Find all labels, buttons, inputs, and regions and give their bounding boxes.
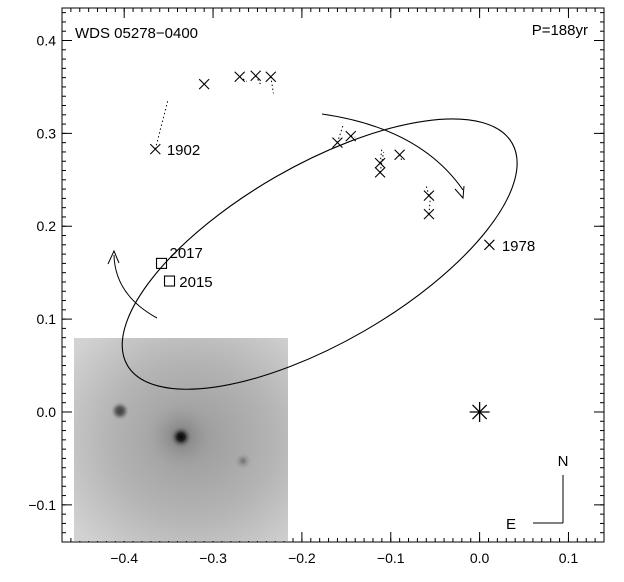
y-tick-label: 0.2 [37, 218, 57, 234]
observation-marker [394, 149, 406, 161]
motion-arrow-upper [321, 113, 464, 191]
plot-frame [61, 7, 605, 543]
y-tick-label: −0.1 [28, 497, 56, 513]
residual-line [154, 100, 169, 150]
observation-marker [265, 71, 277, 83]
residual-line [336, 125, 344, 143]
residual-lines [154, 75, 490, 248]
compass-east-label: E [506, 516, 516, 533]
compass-north-label: N [558, 453, 569, 470]
residual-line [379, 151, 385, 173]
y-tick-labels: −0.1 0.0 0.1 0.2 0.3 0.4 [28, 33, 56, 513]
year-label: 2017 [170, 245, 203, 262]
observation-marker [250, 70, 262, 82]
inset-star-main [170, 426, 192, 448]
y-tick-label: 0.3 [37, 125, 57, 141]
primary-star-asterisk [469, 401, 490, 422]
period-label: P=188yr [532, 22, 588, 39]
primary-star-marker [469, 401, 490, 422]
year-label: 2015 [179, 274, 212, 291]
observation-markers [149, 70, 495, 251]
x-tick-label: −0.3 [199, 550, 227, 566]
motion-arrows [107, 113, 465, 319]
residual-line [270, 76, 274, 94]
observation-marker [374, 157, 386, 169]
axis-ticks [61, 8, 605, 543]
chart-title: WDS 05278−0400 [75, 25, 198, 42]
year-label: 1978 [502, 238, 535, 255]
observation-marker [332, 137, 343, 149]
observation-marker [423, 208, 435, 220]
year-labels: 1902 1978 2017 2015 [167, 142, 535, 291]
x-tick-label: −0.4 [110, 550, 138, 566]
residual-line [255, 75, 262, 86]
speckle-image-inset [74, 338, 288, 541]
inset-star-secondary [111, 402, 129, 420]
observation-marker [198, 78, 210, 90]
inset-star-tertiary [235, 453, 251, 469]
orbit-ellipse [121, 118, 518, 390]
recent-observation-square [163, 275, 176, 287]
recent-observation-square [155, 257, 168, 269]
x-tick-labels: −0.4 −0.3 −0.2 −0.1 0.0 0.1 [110, 550, 578, 566]
observation-marker [374, 166, 386, 178]
y-tick-label: 0.4 [37, 33, 57, 49]
x-tick-label: −0.1 [377, 550, 405, 566]
observation-marker [345, 130, 357, 142]
observation-marker [423, 190, 435, 201]
observation-marker [234, 71, 246, 83]
observation-marker [483, 239, 495, 251]
x-tick-label: 0.1 [559, 550, 579, 566]
residual-line [399, 154, 403, 163]
y-tick-label: 0.0 [37, 404, 57, 420]
x-tick-label: −0.2 [288, 550, 316, 566]
x-tick-label: 0.0 [470, 550, 490, 566]
recent-observation-markers [155, 257, 176, 287]
motion-arrow-lower [113, 254, 158, 319]
year-label: 1902 [167, 142, 200, 159]
observation-marker [149, 143, 161, 155]
compass: N E [506, 453, 568, 533]
residual-line [425, 186, 430, 196]
y-tick-label: 0.1 [37, 311, 57, 327]
